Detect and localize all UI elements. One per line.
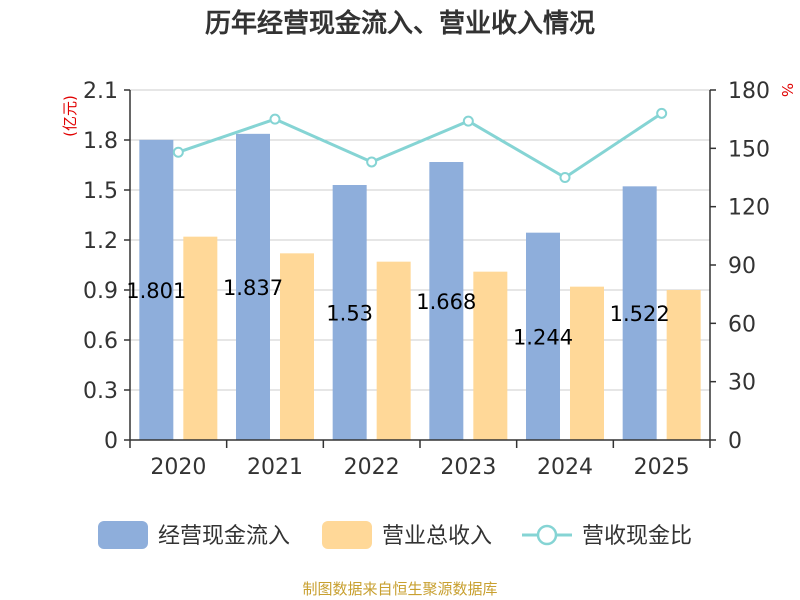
legend-swatch-cash-inflow (98, 521, 148, 549)
cash-inflow-data-label: 1.522 (610, 302, 670, 326)
cash-inflow-bar (332, 185, 367, 440)
cash-inflow-data-label: 1.668 (416, 290, 476, 314)
data-labels: 1.801 1.837 1.53 1.668 1.244 1.522 (126, 276, 669, 349)
cash-inflow-bar (526, 232, 560, 440)
cash-inflow-bar (139, 139, 174, 441)
right-tick-label: 0 (728, 429, 742, 454)
x-tick-label: 2020 (150, 455, 206, 480)
x-tick-label: 2021 (247, 455, 303, 480)
legend-swatch-ratio-marker (536, 524, 558, 546)
legend-label-ratio: 营收现金比 (582, 524, 692, 549)
left-axis-unit: (亿元) (61, 95, 79, 137)
right-tick-label: 90 (728, 254, 756, 279)
ratio-point (656, 107, 668, 119)
revenue-bar (570, 286, 604, 440)
chart-title: 历年经营现金流入、营业收入情况 (205, 8, 595, 39)
revenue-bar (280, 253, 314, 440)
right-tick-label: 180 (728, 79, 770, 104)
cash-inflow-bar (429, 162, 464, 440)
cash-inflow-data-label: 1.837 (223, 276, 283, 300)
axes: 0 0.3 0.6 0.9 1.2 1.5 1.8 2.1 0 30 60 90 120 150 180 20… (83, 79, 770, 480)
ratio-line (172, 107, 668, 183)
ratio-point (462, 115, 474, 127)
legend-swatch-revenue (322, 521, 372, 549)
left-tick-label: 1.5 (83, 179, 118, 204)
ratio-line-path (177, 112, 663, 180)
right-tick-label: 60 (728, 312, 756, 337)
ratio-point (172, 146, 184, 158)
cash-inflow-bar (236, 133, 270, 441)
revenue-bar (473, 271, 508, 440)
bars (139, 133, 701, 441)
left-tick-label: 1.8 (83, 129, 118, 154)
source-note: 制图数据来自恒生聚源数据库 (302, 580, 497, 598)
right-axis-unit: % (778, 83, 796, 97)
legend-label-cash-inflow: 经营现金流入 (158, 524, 290, 549)
left-tick-label: 0 (104, 429, 118, 454)
ratio-point (559, 172, 571, 183)
revenue-bar (183, 236, 218, 440)
left-tick-label: 0.3 (83, 379, 118, 404)
revenue-bar (376, 261, 411, 440)
cash-inflow-data-label: 1.801 (126, 279, 186, 303)
revenue-bar (666, 290, 701, 440)
cash-inflow-bar (622, 186, 657, 440)
ratio-point (366, 156, 378, 168)
left-tick-label: 0.9 (83, 279, 118, 304)
right-tick-label: 150 (728, 137, 770, 162)
left-tick-label: 2.1 (83, 79, 118, 104)
ratio-point (269, 113, 281, 125)
x-tick-label: 2022 (344, 455, 400, 480)
legend: 经营现金流入 营业总收入 营收现金比 (98, 521, 692, 549)
legend-label-revenue: 营业总收入 (382, 524, 492, 549)
left-tick-label: 1.2 (83, 229, 118, 254)
x-tick-label: 2024 (537, 455, 593, 480)
right-tick-label: 30 (728, 371, 756, 396)
cash-inflow-data-label: 1.53 (326, 302, 373, 326)
left-tick-label: 0.6 (83, 329, 118, 354)
right-tick-label: 120 (728, 196, 770, 221)
cash-inflow-data-label: 1.244 (513, 325, 573, 349)
x-tick-label: 2025 (634, 455, 690, 480)
x-tick-label: 2023 (440, 455, 496, 480)
